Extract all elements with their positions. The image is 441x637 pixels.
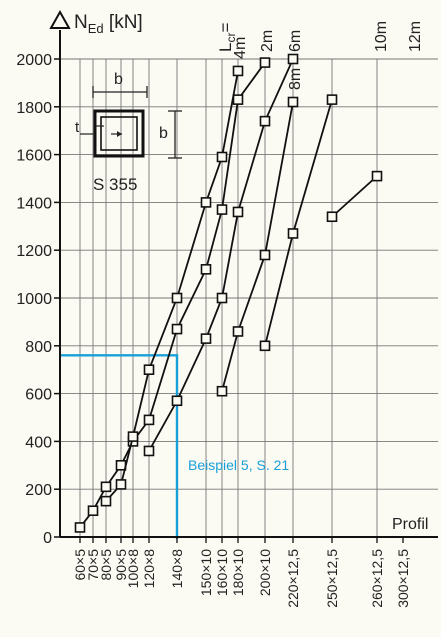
data-point xyxy=(216,385,228,397)
data-point xyxy=(143,364,155,376)
x-tick-label: 300×12,5 xyxy=(395,549,411,608)
x-tick-label: 250×12,5 xyxy=(324,549,340,608)
y-tick-label: 1400 xyxy=(16,195,52,212)
series-8m: 8m xyxy=(216,68,304,397)
series-line xyxy=(264,99,333,347)
x-tick-label: 80×5 xyxy=(98,549,114,581)
data-point xyxy=(287,228,299,239)
data-point xyxy=(287,96,299,108)
y-tick-label: 2000 xyxy=(16,52,52,69)
y-tick-label: 200 xyxy=(25,482,52,499)
series-4m: 4m xyxy=(100,37,249,507)
data-point xyxy=(326,94,338,105)
y-tick-label: 1600 xyxy=(16,148,52,165)
data-point xyxy=(100,481,112,493)
example-lines: Beispiel 5, S. 21 xyxy=(60,354,289,539)
data-point xyxy=(115,479,127,490)
y-axis-arrow-icon xyxy=(49,9,71,29)
series-10m: 10m xyxy=(259,21,390,352)
series-2m: 2m xyxy=(74,30,276,533)
x-tick-label: 100×8 xyxy=(125,549,141,589)
data-point xyxy=(216,204,228,215)
y-tick-label: 1800 xyxy=(16,100,52,117)
x-axis-title: Profil xyxy=(392,516,428,533)
data-point xyxy=(171,292,183,304)
grid xyxy=(60,58,438,537)
y-tick-label: 400 xyxy=(25,434,52,451)
data-point xyxy=(143,445,155,457)
data-point xyxy=(171,323,183,335)
data-point xyxy=(200,197,212,208)
width-label-side: b xyxy=(159,125,168,142)
series-label: 10m xyxy=(373,21,390,52)
data-point xyxy=(200,264,212,275)
x-tick-label: 200×10 xyxy=(257,549,273,596)
x-tick-label: 220×12,5 xyxy=(285,549,301,608)
data-point xyxy=(100,495,112,507)
x-tick-label: 160×10 xyxy=(214,549,230,596)
lcr-label: Lcr= xyxy=(216,23,238,52)
data-point xyxy=(232,326,244,337)
series-12m: 12m xyxy=(326,21,424,223)
y-tick-label: 1000 xyxy=(16,291,52,308)
x-tick-label: 180×10 xyxy=(230,549,246,596)
data-point xyxy=(143,414,155,426)
data-point xyxy=(74,522,86,533)
example-label: Beispiel 5, S. 21 xyxy=(188,457,289,473)
data-point xyxy=(232,94,244,105)
data-point xyxy=(232,65,244,77)
annotations: NEd [kN] Lcr= Profil b t b S 355 xyxy=(74,12,428,533)
x-tick-label: 60×5 xyxy=(72,549,88,581)
data-point xyxy=(287,53,299,65)
x-tick-label: 70×5 xyxy=(85,549,101,581)
y-tick-label: 1200 xyxy=(16,243,52,260)
x-tick-label: 140×8 xyxy=(169,549,185,589)
data-point xyxy=(259,340,271,352)
series-label: 12m xyxy=(407,21,424,52)
series-label: 4m xyxy=(232,37,249,59)
data-point xyxy=(87,505,99,517)
x-tick-label: 120×8 xyxy=(141,549,157,589)
data-point xyxy=(200,333,212,344)
tick-labels: 0 200 400 600 800 1000 1200 1400 1600 1800 2000 60×… xyxy=(16,52,411,608)
axes xyxy=(49,9,438,538)
series-label: 2m xyxy=(259,30,276,52)
series-label: 6m xyxy=(287,30,304,52)
x-tick-label: 150×10 xyxy=(198,549,214,596)
width-label-top: b xyxy=(114,71,123,88)
x-tick-label: 260×12,5 xyxy=(369,549,385,608)
y-tick-label: 800 xyxy=(25,339,52,356)
series-line xyxy=(331,175,378,218)
y-tick-label: 600 xyxy=(25,387,52,404)
data-point xyxy=(127,431,139,442)
data-point xyxy=(259,249,271,261)
data-point xyxy=(216,292,228,304)
y-axis-title: NEd [kN] xyxy=(74,12,143,36)
series-line xyxy=(221,101,294,392)
x-tick-label: 90×5 xyxy=(113,549,129,581)
data-point xyxy=(371,170,383,182)
steel-grade-label: S 355 xyxy=(93,175,137,194)
data-point xyxy=(171,395,183,407)
y-tick-label: 0 xyxy=(43,530,52,547)
series-label: 8m xyxy=(287,68,304,90)
data-point xyxy=(216,151,228,163)
data-point xyxy=(326,211,338,223)
example-guide-line xyxy=(60,354,179,539)
cross-section-diagram: b t b S 355 xyxy=(75,71,182,194)
data-point xyxy=(259,115,271,127)
series-6m: 6m xyxy=(143,30,304,457)
data-point xyxy=(232,206,244,218)
thickness-label: t xyxy=(75,119,80,136)
series-layer: 2m 4m 6m 8m 10m 12m xyxy=(74,21,424,533)
series-line xyxy=(105,70,239,502)
data-point xyxy=(259,57,271,68)
